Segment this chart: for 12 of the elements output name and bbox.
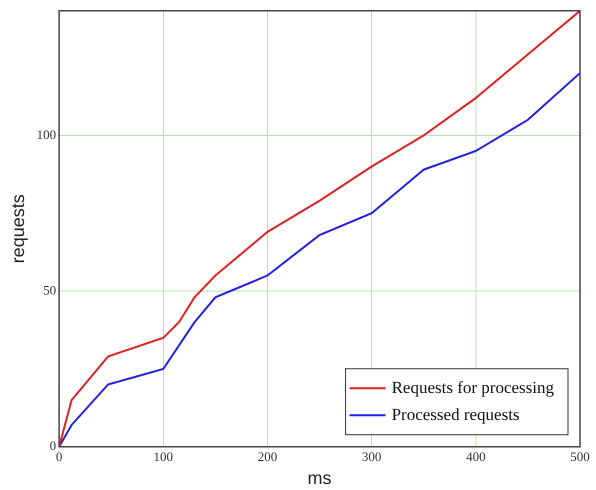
y-tick-label: 100 — [36, 126, 56, 142]
x-tick-label: 400 — [466, 449, 486, 464]
legend-label: Processed requests — [392, 404, 520, 424]
y-axis-title: requests — [8, 194, 28, 264]
x-tick-label: 200 — [258, 449, 278, 464]
y-tick-label: 50 — [43, 282, 56, 298]
x-axis-title: ms — [308, 468, 332, 488]
y-tick-label: 0 — [50, 438, 56, 454]
legend-label: Requests for processing — [392, 378, 554, 397]
x-tick-label: 500 — [570, 449, 590, 464]
x-tick-label: 100 — [154, 449, 174, 464]
x-tick-label: 300 — [362, 449, 382, 464]
